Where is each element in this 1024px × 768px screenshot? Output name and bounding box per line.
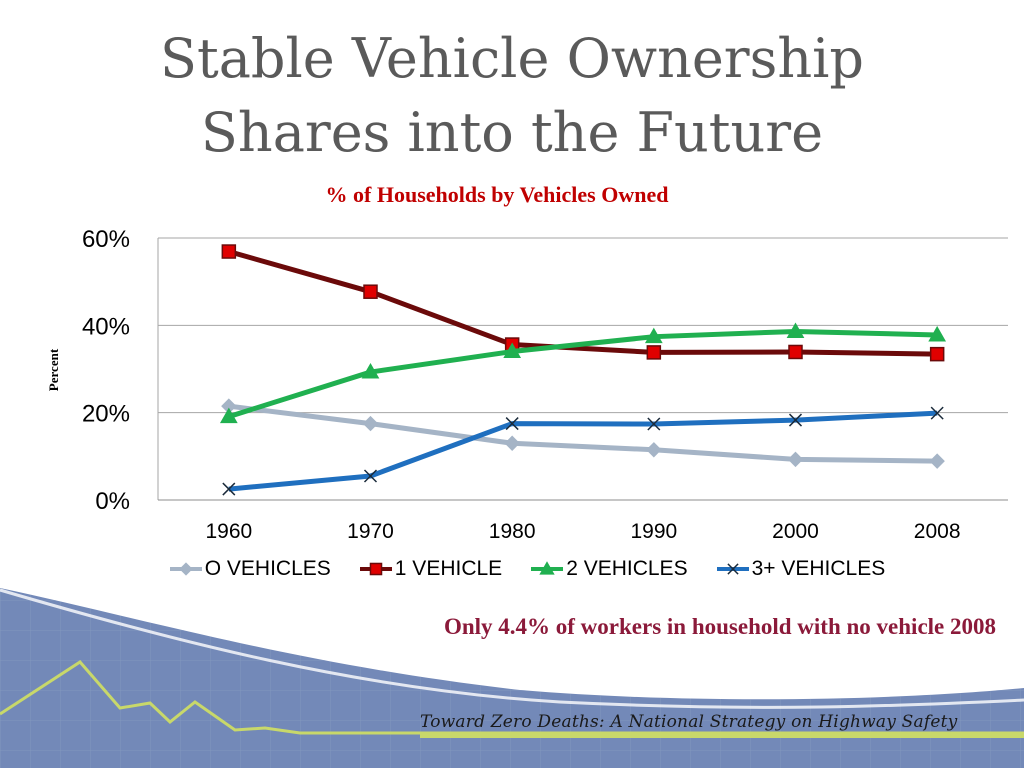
series-2-vehicles	[219, 322, 947, 424]
data-point	[928, 325, 947, 342]
data-point	[786, 322, 805, 338]
legend-item: 2 VEHICLES	[530, 557, 688, 581]
data-point	[726, 563, 739, 575]
data-point	[221, 244, 237, 259]
series-1-vehicle	[221, 244, 945, 362]
x-tick-label: 2008	[914, 520, 961, 543]
chart-grid	[158, 237, 1008, 414]
legend-swatch	[531, 561, 564, 575]
x-tick-label: 1960	[205, 520, 252, 543]
legend-swatch	[359, 562, 392, 576]
data-point	[644, 327, 663, 344]
line-chart: 0% 20% 40% 60% 1960 1970 1980 1990 2000 2008	[82, 226, 1008, 543]
legend-swatch	[716, 563, 749, 575]
data-point	[363, 284, 378, 299]
data-point	[504, 435, 520, 451]
legend-label: 2 VEHICLES	[566, 557, 688, 580]
data-point	[369, 562, 383, 576]
y-tick-label: 60%	[82, 226, 130, 253]
series-line	[228, 328, 938, 419]
yellow-road-line	[0, 660, 1024, 735]
series-line	[228, 403, 938, 464]
data-point	[179, 562, 193, 576]
data-point	[539, 561, 555, 575]
data-point	[363, 469, 378, 483]
x-tick-label: 1980	[489, 520, 536, 543]
page-title: Stable Vehicle Ownership Shares into the…	[0, 22, 1024, 170]
series-line	[228, 410, 938, 492]
data-point	[361, 363, 380, 379]
data-point	[503, 342, 522, 359]
footnote: Only 4.4% of workers in household with n…	[443, 614, 996, 639]
y-tick-label: 0%	[95, 488, 130, 515]
data-point	[646, 442, 662, 458]
data-point	[647, 417, 661, 431]
title-line-1: Stable Vehicle Ownership	[160, 27, 864, 90]
series-line	[228, 249, 938, 357]
legend-item: O VEHICLES	[169, 557, 331, 581]
y-tick-label: 40%	[82, 313, 130, 340]
legend-label: 1 VEHICLE	[394, 557, 503, 580]
data-point	[787, 451, 804, 468]
chart-title: % of Households by Vehicles Owned	[325, 182, 669, 207]
legend-item: 3+ VEHICLES	[716, 557, 886, 581]
data-point	[929, 453, 945, 469]
data-point	[362, 415, 379, 432]
data-point	[788, 413, 803, 427]
y-axis-label: Percent	[46, 348, 61, 392]
data-point	[930, 406, 944, 420]
data-point	[505, 417, 519, 431]
data-point	[788, 344, 803, 360]
legend-item: 1 VEHICLE	[359, 557, 502, 581]
series-o-vehicles	[221, 398, 945, 469]
footer-tagline: Toward Zero Deaths: A National Strategy …	[420, 712, 958, 732]
title-line-2: Shares into the Future	[200, 101, 824, 164]
legend-swatch	[169, 562, 202, 576]
x-tick-label: 1990	[630, 520, 677, 543]
chart-axes: 0% 20% 40% 60% 1960 1970 1980 1990 2000 2008	[82, 226, 1008, 543]
chart-series	[219, 244, 947, 496]
series-3-vehicles	[222, 406, 944, 496]
chart-legend: O VEHICLES 1 VEHICLE 2 VEHICLES 3+ VEHICLES	[0, 557, 1024, 581]
legend-label: O VEHICLES	[204, 557, 331, 580]
x-tick-label: 1970	[347, 520, 394, 543]
data-point	[646, 345, 662, 360]
x-tick-label: 2000	[772, 520, 819, 543]
white-wave-highlight	[0, 588, 1024, 709]
data-point	[929, 346, 945, 362]
data-point	[222, 482, 236, 496]
y-tick-label: 20%	[82, 401, 130, 428]
legend-label: 3+ VEHICLES	[751, 557, 886, 580]
data-point	[219, 407, 238, 424]
blue-wave-grid	[0, 588, 1024, 768]
